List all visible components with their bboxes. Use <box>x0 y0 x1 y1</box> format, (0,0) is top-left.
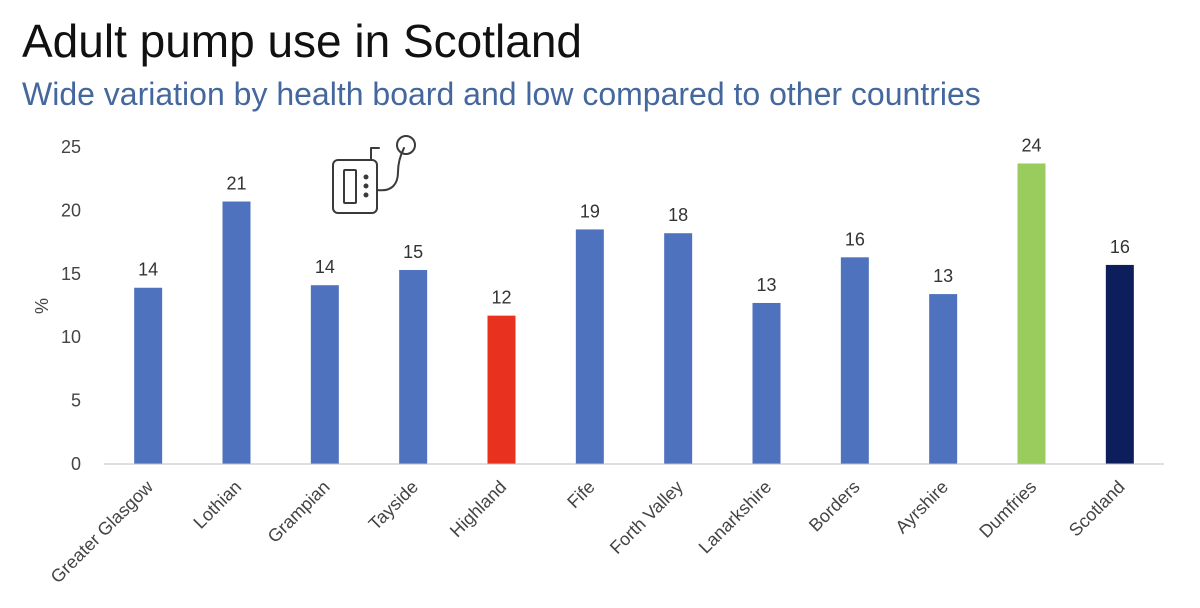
data-labels: 14 21 14 15 12 19 18 13 16 13 24 16 <box>138 135 1130 307</box>
bar-grampian <box>310 285 339 464</box>
page-subtitle: Wide variation by health board and low c… <box>22 76 981 112</box>
x-tick-label: Fife <box>563 477 598 512</box>
data-label: 18 <box>668 205 688 225</box>
bar-borders <box>840 257 869 464</box>
x-tick-label: Highland <box>446 477 510 541</box>
x-tick-label: Tayside <box>365 477 422 534</box>
bar-forth-valley <box>664 233 693 464</box>
category-labels: Greater Glasgow Lothian Grampian Tayside Hig… <box>47 476 1129 587</box>
data-label: 19 <box>580 201 600 221</box>
bar-series <box>134 163 1134 465</box>
bar-highland <box>487 315 516 464</box>
data-label: 16 <box>845 229 865 249</box>
data-label: 21 <box>226 174 246 194</box>
x-tick-label: Ayrshire <box>891 477 952 538</box>
data-label: 13 <box>933 266 953 286</box>
y-tick-label: 0 <box>71 454 81 474</box>
bar-lanarkshire <box>752 302 781 464</box>
x-tick-label: Greater Glasgow <box>47 476 158 587</box>
y-axis: 0 5 10 15 20 25 <box>61 137 81 474</box>
data-label: 14 <box>315 257 335 277</box>
x-tick-label: Lothian <box>189 477 245 533</box>
x-tick-label: Dumfries <box>975 477 1040 542</box>
x-tick-label: Grampian <box>264 477 334 547</box>
y-tick-label: 20 <box>61 200 81 220</box>
bar-ayrshire <box>929 294 958 464</box>
data-label: 15 <box>403 242 423 262</box>
y-tick-label: 5 <box>71 391 81 411</box>
data-label: 12 <box>491 288 511 308</box>
bar-greater-glasgow <box>134 287 163 464</box>
insulin-pump-icon <box>332 135 416 214</box>
data-label: 16 <box>1110 237 1130 257</box>
x-tick-label: Scotland <box>1065 477 1129 541</box>
data-label: 14 <box>138 260 158 280</box>
y-tick-label: 10 <box>61 327 81 347</box>
bar-lothian <box>222 201 251 465</box>
x-tick-label: Lanarkshire <box>695 477 776 558</box>
y-axis-label: % <box>32 298 52 314</box>
bar-dumfries <box>1017 163 1046 464</box>
page-title: Adult pump use in Scotland <box>22 15 583 67</box>
y-tick-label: 25 <box>61 137 81 157</box>
bar-scotland <box>1105 264 1134 464</box>
bar-fife <box>575 229 604 464</box>
x-tick-label: Borders <box>805 477 864 536</box>
data-label: 13 <box>756 275 776 295</box>
x-tick-label: Forth Valley <box>606 477 687 558</box>
data-label: 24 <box>1021 135 1041 155</box>
y-tick-label: 15 <box>61 264 81 284</box>
bar-tayside <box>399 269 428 464</box>
